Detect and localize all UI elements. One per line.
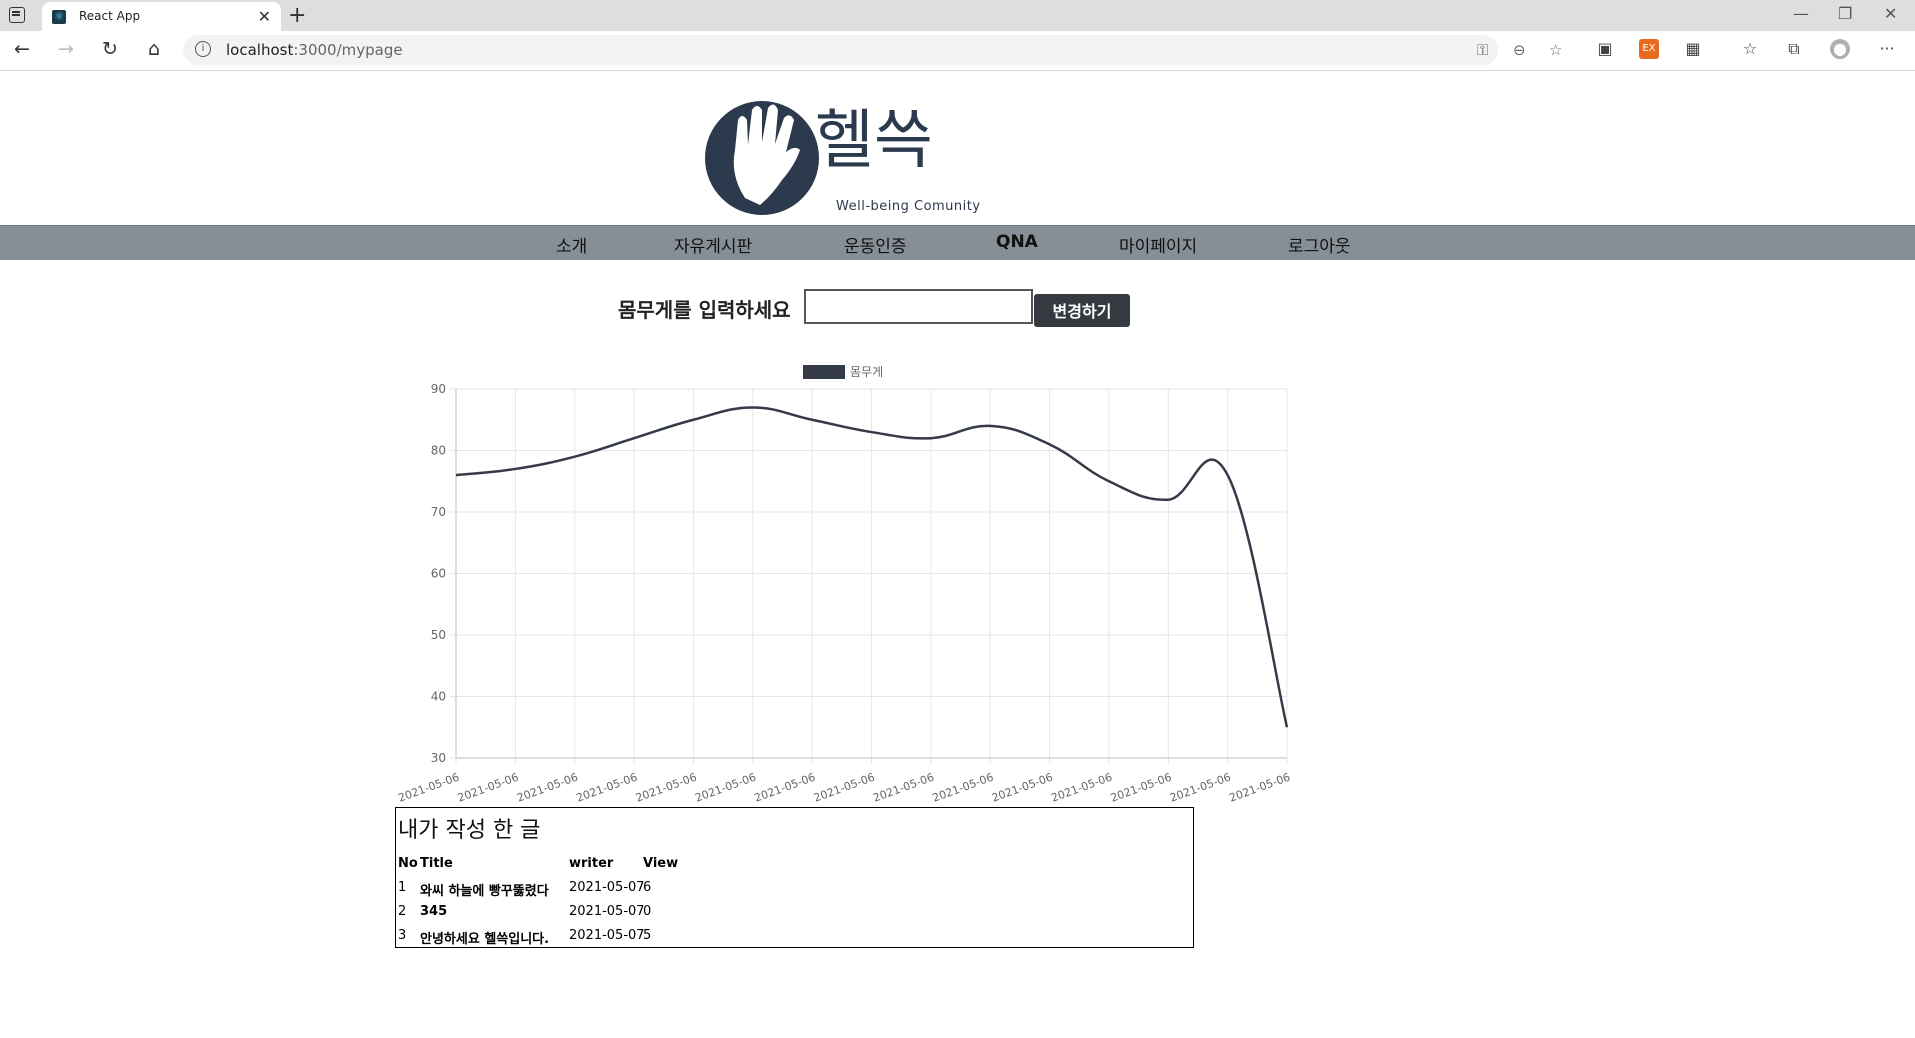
nav-item-mypage[interactable]: 마이페이지 (1119, 237, 1198, 257)
y-tick-label: 60 (431, 567, 446, 581)
post-writer: 2021-05-07 (569, 928, 645, 943)
browser-tab-bar: ⚛ React App ✕ + — ❐ ✕ (0, 0, 1915, 31)
nav-item-logout[interactable]: 로그아웃 (1288, 237, 1351, 257)
collections-icon[interactable]: ⧉ (1788, 39, 1800, 58)
x-tick-label: 2021-05-06 (396, 771, 461, 805)
hand-logo-icon: 헬쓱 Well-being Comunity (705, 101, 981, 215)
site-logo[interactable]: 헬쓱 Well-being Comunity (700, 80, 990, 220)
col-header-title: Title (420, 856, 453, 871)
post-writer: 2021-05-07 (569, 904, 645, 919)
x-tick-label: 2021-05-06 (1227, 771, 1292, 805)
tab-title: React App (79, 9, 141, 23)
url-bar[interactable]: i localhost:3000/mypage ⚿ ⊖ ☆ (183, 35, 1562, 65)
x-tick-label: 2021-05-06 (515, 771, 580, 805)
forward-icon[interactable]: → (58, 38, 74, 60)
nav-item-free-board[interactable]: 자유게시판 (674, 237, 753, 257)
post-no: 3 (398, 928, 407, 943)
x-tick-label: 2021-05-06 (871, 771, 936, 805)
reload-icon[interactable]: ↻ (102, 38, 118, 60)
col-header-view: View (643, 856, 679, 871)
x-tick-label: 2021-05-06 (753, 771, 818, 805)
home-icon[interactable]: ⌂ (147, 38, 161, 60)
restore-icon[interactable]: ❐ (1838, 4, 1853, 23)
x-tick-label: 2021-05-06 (812, 771, 877, 805)
logo-subtitle: Well-being Comunity (836, 199, 981, 214)
weight-label: 몸무게를 입력하세요 (618, 298, 791, 322)
post-title-link[interactable]: 와씨 하늘에 빵꾸뚫렸다 (420, 884, 549, 899)
legend-swatch (803, 365, 845, 379)
y-tick-label: 50 (431, 628, 446, 642)
key-icon[interactable]: ⚿ (1477, 41, 1489, 59)
new-tab-icon[interactable]: + (288, 3, 307, 28)
x-tick-label: 2021-05-06 (634, 771, 699, 805)
more-menu-icon[interactable]: ··· (1879, 39, 1895, 58)
site-info-icon[interactable]: i (195, 41, 211, 57)
address-toolbar: ← → ↻ ⌂ i localhost:3000/mypage ⚿ ⊖ ☆ ▣ … (0, 31, 1915, 71)
posts-title: 내가 작성 한 글 (398, 818, 541, 843)
favorite-add-icon[interactable]: ☆ (1549, 41, 1563, 59)
x-tick-label: 2021-05-06 (1109, 771, 1174, 805)
post-title-link[interactable]: 안녕하세요 헬쓱입니다. (420, 932, 550, 947)
logo-title: 헬쓱 (815, 104, 933, 178)
minimize-icon[interactable]: — (1793, 4, 1809, 23)
tab-actions-icon[interactable] (9, 7, 25, 23)
post-title-link[interactable]: 345 (420, 904, 448, 919)
my-posts-panel: 내가 작성 한 글 No Title writer View 1 와씨 하늘에 … (395, 807, 1194, 948)
nav-item-intro[interactable]: 소개 (556, 237, 588, 257)
post-view: 5 (643, 928, 652, 943)
extension-image-icon[interactable]: ▦ (1685, 39, 1701, 58)
post-view: 6 (643, 880, 652, 895)
back-icon[interactable]: ← (14, 38, 30, 60)
y-tick-label: 40 (431, 690, 446, 704)
post-no: 1 (398, 880, 407, 895)
series-line-weight (455, 406, 1289, 728)
react-favicon-icon: ⚛ (52, 10, 66, 24)
change-weight-button[interactable]: 변경하기 (1034, 294, 1130, 327)
tab-close-icon[interactable]: ✕ (257, 7, 271, 26)
url-text[interactable]: localhost:3000/mypage (226, 41, 403, 59)
x-tick-label: 2021-05-06 (1049, 771, 1114, 805)
y-tick-label: 90 (431, 382, 446, 396)
x-tick-label: 2021-05-06 (456, 771, 521, 805)
main-nav: 소개 자유게시판 운동인증 QNA 마이페이지 로그아웃 (0, 225, 1915, 260)
extension-cast-icon[interactable]: ▣ (1597, 39, 1613, 58)
x-tick-label: 2021-05-06 (1168, 771, 1233, 805)
y-tick-label: 30 (431, 751, 446, 765)
x-tick-label: 2021-05-06 (931, 771, 996, 805)
y-tick-label: 80 (431, 444, 446, 458)
favorites-icon[interactable]: ☆ (1742, 39, 1758, 58)
col-header-no: No (398, 856, 418, 871)
extension-ex-icon[interactable]: EX (1639, 39, 1659, 59)
y-tick-label: 70 (431, 505, 446, 519)
x-tick-label: 2021-05-06 (693, 771, 758, 805)
weight-input[interactable] (804, 289, 1033, 324)
close-window-icon[interactable]: ✕ (1884, 4, 1898, 23)
col-header-writer: writer (569, 856, 614, 871)
nav-item-qna[interactable]: QNA (996, 232, 1038, 252)
post-no: 2 (398, 904, 407, 919)
x-tick-label: 2021-05-06 (990, 771, 1055, 805)
weight-chart: 몸무게908070605040302021-05-062021-05-06202… (396, 365, 1292, 805)
profile-avatar-icon[interactable]: ● (1830, 39, 1850, 59)
post-writer: 2021-05-07 (569, 880, 645, 895)
legend-label: 몸무게 (850, 365, 883, 379)
post-view: 0 (643, 904, 652, 919)
browser-tab[interactable]: ⚛ React App ✕ (42, 2, 281, 31)
x-tick-label: 2021-05-06 (575, 771, 640, 805)
zoom-out-icon[interactable]: ⊖ (1513, 41, 1526, 59)
nav-item-workout-proof[interactable]: 운동인증 (844, 237, 907, 257)
